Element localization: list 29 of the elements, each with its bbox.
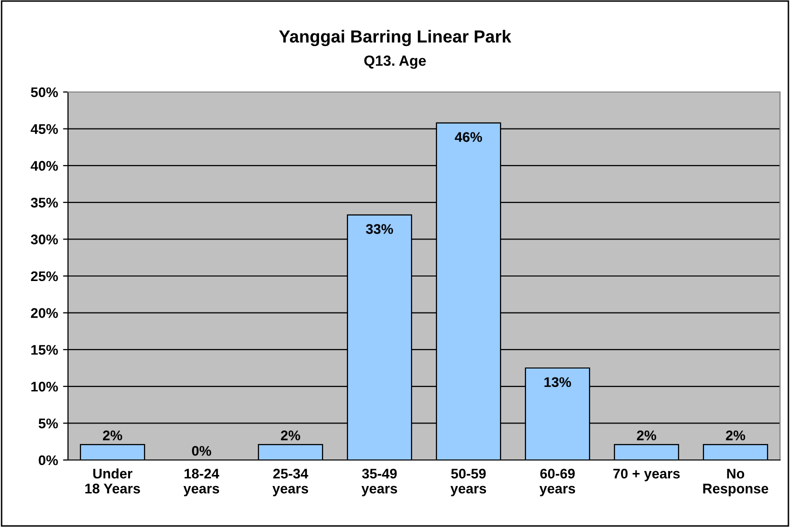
x-tick-label: No Response xyxy=(703,468,768,496)
data-label: 13% xyxy=(544,377,572,388)
y-tick-label: 35% xyxy=(30,198,58,208)
data-label: 0% xyxy=(192,446,212,456)
data-label: 2% xyxy=(102,430,122,440)
x-tick-label: 50-59 years xyxy=(450,468,486,496)
y-tick-label: 5% xyxy=(38,418,58,428)
data-label: 2% xyxy=(636,430,656,440)
data-label: 33% xyxy=(366,224,394,234)
y-tick-label: 50% xyxy=(30,87,58,98)
y-tick-label: 40% xyxy=(30,160,58,171)
chart-subtitle: Q13. Age xyxy=(364,56,426,69)
x-tick-label: 60-69 years xyxy=(539,468,576,496)
data-label: 46% xyxy=(454,132,482,142)
data-label: 2% xyxy=(726,430,746,440)
x-tick-label: 70 + years xyxy=(613,468,680,482)
y-tick-label: 0% xyxy=(38,455,58,466)
y-tick-label: 45% xyxy=(30,124,58,134)
data-label: 2% xyxy=(280,430,300,440)
y-tick-label: 15% xyxy=(31,344,58,355)
y-tick-label: 25% xyxy=(30,271,58,282)
x-tick-label: 35-49 years xyxy=(361,468,398,496)
y-tick-label: 30% xyxy=(30,234,58,244)
y-tick-label: 10% xyxy=(31,382,58,392)
x-tick-label: 25-34 years xyxy=(272,468,308,496)
y-tick-label: 20% xyxy=(30,308,58,318)
x-tick-label: 18-24 years xyxy=(183,468,220,496)
x-tick-label: Under 18 Years xyxy=(85,468,140,494)
chart-title: Yanggai Barring Linear Park xyxy=(279,30,512,46)
